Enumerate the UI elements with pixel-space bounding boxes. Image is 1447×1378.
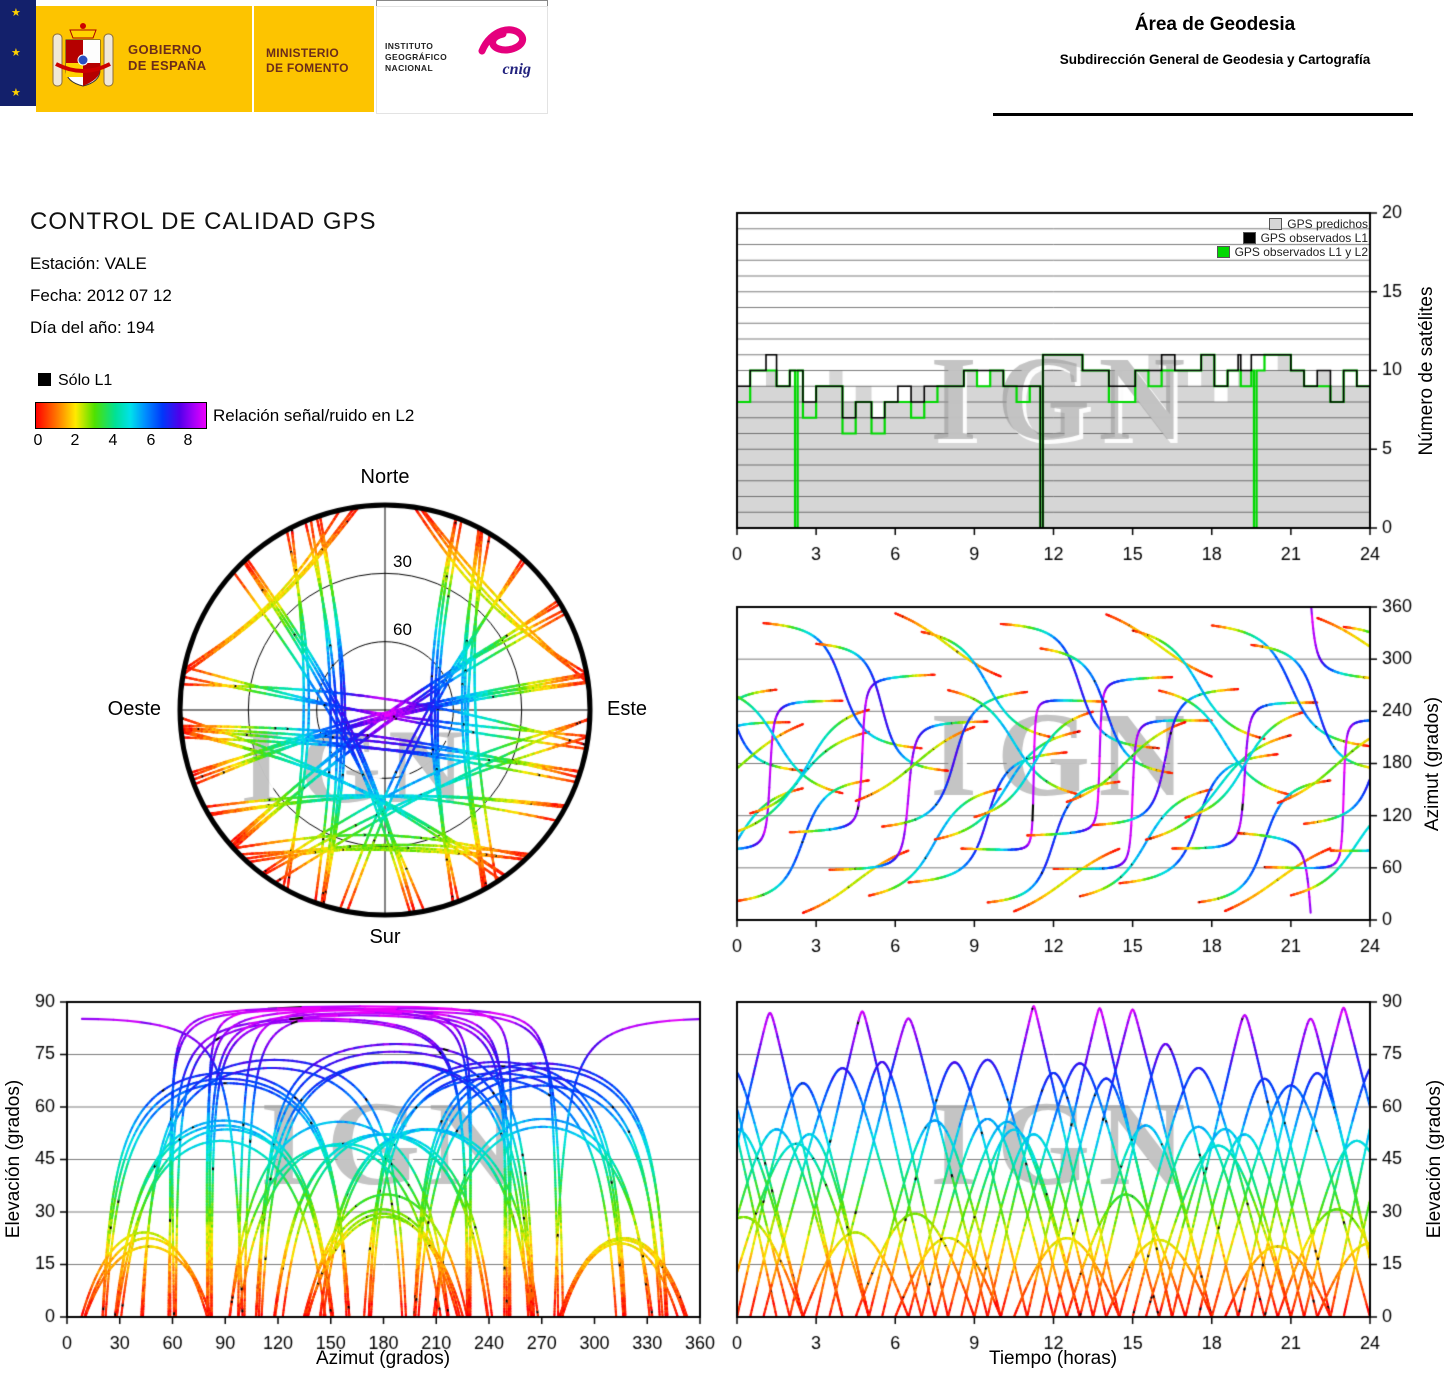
legend-item-observed-l1: GPS observados L1 <box>1118 231 1368 245</box>
gobierno-line1: GOBIERNO <box>128 42 202 57</box>
satcount-legend: GPS predichos GPS observados L1 GPS obse… <box>1118 217 1368 259</box>
cnig-logo-icon <box>478 26 527 55</box>
instituto-line1: INSTITUTO <box>385 41 434 51</box>
azimuth-ylabel: Azimut (grados) <box>1422 696 1443 832</box>
skyplot-north-label: Norte <box>360 466 410 488</box>
skyplot-south-label: Sur <box>369 926 401 948</box>
instituto-block: INSTITUTO GEOGRÁFICO NACIONAL cnig <box>376 6 548 114</box>
ministerio-block: MINISTERIO DE FOMENTO <box>254 6 374 112</box>
legend-item-predicted: GPS predichos <box>1118 217 1368 231</box>
eu-star-icon: ★ <box>11 7 21 19</box>
elevation-azimuth-ylabel: Elevación (grados) <box>3 1079 24 1239</box>
colorbar-tick: 0 <box>33 432 43 449</box>
date-label: Fecha: 2012 07 12 <box>30 286 172 305</box>
area-header: Área de Geodesia Subdirección General de… <box>1000 14 1430 67</box>
legend-swatch-predicted <box>1269 218 1283 230</box>
ministerio-line1: MINISTERIO <box>266 46 340 60</box>
skyplot: Norte Sur Este Oeste 30 60 <box>95 460 675 965</box>
elevation-time-chart-canvas <box>727 985 1447 1378</box>
ministerio-line2: DE FOMENTO <box>266 61 349 75</box>
elevation-azimuth-chart-canvas <box>0 985 722 1378</box>
snr-colorbar <box>35 402 207 429</box>
skyplot-ring-label-60: 60 <box>393 620 412 639</box>
subdireccion-title: Subdirección General de Geodesia y Carto… <box>1059 52 1371 67</box>
spain-coat-of-arms-icon <box>52 23 114 87</box>
page-title: CONTROL DE CALIDAD GPS <box>30 208 377 235</box>
solo-l1-swatch <box>38 373 51 386</box>
colorbar-ticks: 0 2 4 6 8 <box>33 432 235 452</box>
skyplot-west-label: Oeste <box>107 698 161 720</box>
skyplot-canvas <box>95 460 675 965</box>
colorbar-tick: 2 <box>70 432 80 449</box>
eu-star-icon: ★ <box>11 87 21 99</box>
elevation-time-ylabel: Elevación (grados) <box>1424 1079 1445 1239</box>
ministerio-label: MINISTERIO DE FOMENTO <box>266 46 349 76</box>
instituto-label: INSTITUTO GEOGRÁFICO NACIONAL <box>385 41 447 74</box>
solo-l1-legend: Sólo L1 <box>38 372 112 390</box>
colorbar-tick: 6 <box>146 432 156 449</box>
cnig-label: cnig <box>502 61 531 78</box>
header-rule <box>993 113 1413 116</box>
legend-item-observed-l1l2: GPS observados L1 y L2 <box>1118 245 1368 259</box>
colorbar-tick: 8 <box>183 432 193 449</box>
time-xlabel: Tiempo (horas) <box>988 1348 1118 1369</box>
legend-swatch-observed-l1l2 <box>1216 246 1230 258</box>
gobierno-block: GOBIERNO DE ESPAÑA <box>36 6 252 112</box>
gobierno-label: GOBIERNO DE ESPAÑA <box>128 42 206 74</box>
legend-swatch-observed-l1 <box>1242 232 1256 244</box>
legend-label-predicted: GPS predichos <box>1287 217 1368 231</box>
skyplot-east-label: Este <box>607 698 648 720</box>
skyplot-ring-label-30: 30 <box>393 552 412 571</box>
area-title: Área de Geodesia <box>1134 14 1296 35</box>
station-label: Estación: VALE <box>30 254 147 273</box>
satcount-ylabel: Número de satélites <box>1416 286 1437 456</box>
azimuth-xlabel: Azimut (grados) <box>315 1348 451 1369</box>
gobierno-line2: DE ESPAÑA <box>128 58 207 73</box>
legend-label-observed-l1: GPS observados L1 <box>1260 231 1368 245</box>
azimuth-time-chart-canvas <box>700 588 1447 983</box>
colorbar-label: Relación señal/ruido en L2 <box>213 406 415 425</box>
instituto-line2: GEOGRÁFICO <box>385 52 448 62</box>
instituto-line3: NACIONAL <box>385 63 434 73</box>
eu-star-icon: ★ <box>11 47 21 59</box>
satellite-count-chart-canvas <box>700 193 1447 588</box>
eu-flag-logo: ★ ★ ★ <box>0 0 36 106</box>
day-of-year-label: Día del año: 194 <box>30 318 155 337</box>
colorbar-tick: 4 <box>108 432 118 449</box>
legend-label-observed-l1l2: GPS observados L1 y L2 <box>1234 245 1368 259</box>
solo-l1-label: Sólo L1 <box>58 372 113 389</box>
